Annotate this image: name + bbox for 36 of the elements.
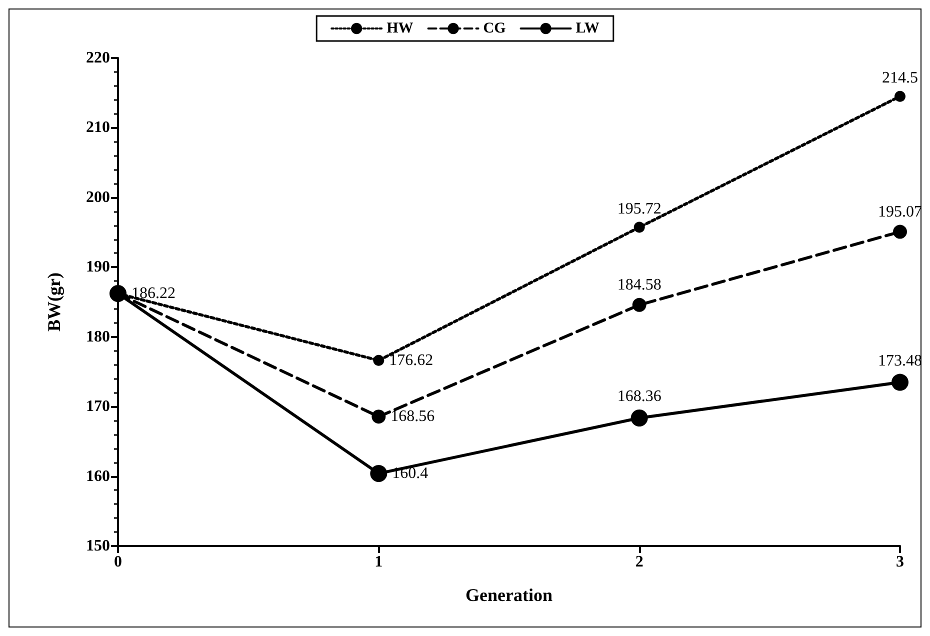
legend-label: LW — [576, 20, 600, 36]
y-tick-label: 190 — [86, 258, 110, 276]
y-tick-label: 160 — [86, 468, 110, 485]
y-tick-label: 200 — [86, 188, 110, 206]
point — [632, 298, 646, 312]
data-label: 168.56 — [390, 408, 435, 426]
point — [630, 410, 648, 426]
data-label: 168.36 — [617, 388, 662, 406]
x-axis-title: Generation — [466, 585, 552, 605]
x-tick-label: 1 — [374, 554, 383, 570]
data-label: 176.62 — [389, 352, 434, 369]
point — [893, 224, 907, 239]
point — [370, 465, 388, 482]
data-label: 186.22 — [132, 284, 176, 302]
data-label: 195.72 — [617, 200, 662, 218]
y-tick-label: 180 — [86, 328, 110, 346]
point — [373, 354, 384, 366]
y-tick-label: 150 — [86, 538, 110, 554]
point — [372, 410, 386, 424]
data-label: 214.5 — [882, 69, 918, 86]
y-tick-label: 220 — [86, 50, 110, 66]
y-tick-label: 170 — [86, 398, 110, 416]
point — [110, 285, 126, 302]
legend-label: HW — [386, 20, 414, 36]
point — [894, 90, 906, 102]
data-label: 184.58 — [617, 276, 662, 294]
data-label: 173.48 — [878, 352, 922, 370]
y-tick-label: 210 — [86, 119, 110, 136]
y-axis-title: BW(gr) — [44, 272, 64, 332]
data-label: 195.07 — [878, 203, 922, 220]
x-tick-label: 2 — [635, 554, 644, 570]
legend-label: CG — [483, 20, 506, 36]
point — [634, 222, 645, 233]
point — [892, 374, 908, 391]
x-tick-label: 3 — [896, 554, 904, 570]
x-tick-label: 0 — [114, 554, 122, 570]
